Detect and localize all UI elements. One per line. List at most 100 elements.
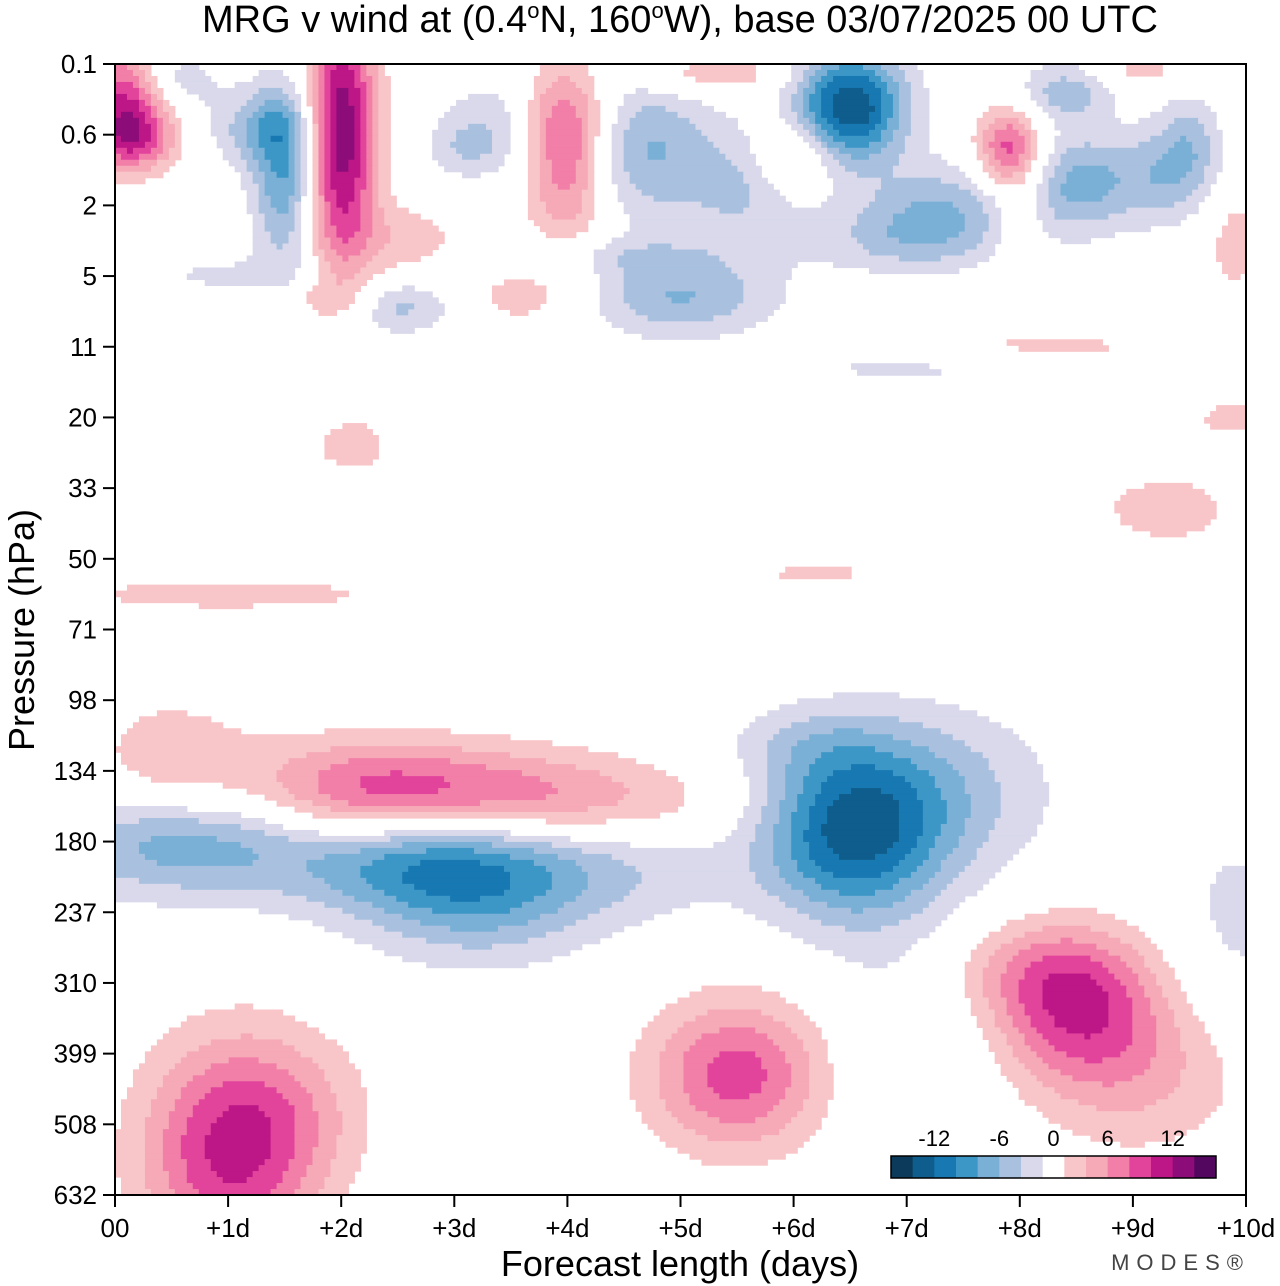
contour-cell xyxy=(593,267,625,275)
contour-cell xyxy=(1108,1015,1133,1023)
contour-cell xyxy=(360,189,373,197)
contour-cell xyxy=(797,907,852,915)
contour-cell xyxy=(1186,1063,1223,1070)
contour-cell xyxy=(557,99,571,107)
contour-cell xyxy=(312,249,326,257)
contour-cell xyxy=(617,195,655,203)
contour-cell xyxy=(599,770,667,777)
contour-cell xyxy=(922,812,948,819)
y-tick-label: 71 xyxy=(68,615,97,645)
contour-cell xyxy=(1042,991,1109,999)
x-tick-label: +7d xyxy=(885,1213,929,1243)
contour-cell xyxy=(845,955,900,963)
contour-cell xyxy=(827,81,876,89)
contour-cell xyxy=(575,171,589,179)
contour-cell xyxy=(186,1051,302,1058)
contour-cell xyxy=(665,153,726,161)
contour-cell xyxy=(731,159,756,167)
contour-cell xyxy=(755,871,780,879)
contour-cell xyxy=(360,213,373,221)
contour-cell xyxy=(545,818,607,825)
contour-cell xyxy=(695,291,744,298)
contour-cell xyxy=(623,794,685,801)
contour-cell xyxy=(312,207,320,215)
y-tick-label: 180 xyxy=(54,827,97,857)
contour-cell xyxy=(115,1165,146,1172)
contour-cell xyxy=(1210,135,1223,143)
contour-cell xyxy=(1150,1003,1169,1011)
contour-cell xyxy=(629,1075,661,1082)
contour-cell xyxy=(162,1165,188,1172)
contour-cell xyxy=(1120,937,1151,945)
contour-cell xyxy=(264,1159,290,1166)
contour-cell xyxy=(755,1027,792,1035)
contour-cell xyxy=(779,1099,804,1106)
contour-cell xyxy=(312,123,320,131)
contour-cell xyxy=(1102,1027,1133,1035)
contour-cell xyxy=(503,889,547,897)
contour-cell xyxy=(821,782,912,789)
contour-cell xyxy=(743,171,762,179)
contour-cell xyxy=(1042,955,1092,963)
contour-cell xyxy=(503,279,535,287)
contour-cell xyxy=(1024,1039,1050,1046)
contour-cell xyxy=(120,153,140,161)
y-tick-label: 98 xyxy=(68,685,97,715)
contour-cell xyxy=(366,93,373,101)
contour-cell xyxy=(312,1147,338,1154)
contour-cell xyxy=(767,794,786,801)
contour-cell xyxy=(623,159,732,167)
contour-cell xyxy=(1036,1105,1097,1112)
contour-cell xyxy=(1180,1081,1223,1088)
contour-cell xyxy=(509,907,559,915)
contour-cell xyxy=(713,1087,762,1094)
contour-cell xyxy=(779,99,792,107)
contour-cell xyxy=(456,99,505,107)
contour-cell xyxy=(1186,1057,1223,1064)
contour-cell xyxy=(252,243,278,251)
contour-cell xyxy=(587,99,601,107)
contour-cell xyxy=(318,1135,338,1142)
contour-cell xyxy=(192,1111,224,1118)
contour-cell xyxy=(378,195,397,203)
contour-cell xyxy=(641,333,720,340)
contour-cell xyxy=(821,201,870,209)
contour-cell xyxy=(1168,99,1205,107)
contour-cell xyxy=(1054,123,1169,131)
contour-cell xyxy=(318,213,326,221)
contour-cell xyxy=(258,87,284,95)
y-tick-label: 632 xyxy=(54,1180,97,1210)
contour-cell xyxy=(324,1183,349,1190)
contour-cell xyxy=(115,165,152,173)
contour-cell xyxy=(1228,219,1246,227)
contour-cell xyxy=(372,111,379,119)
contour-cell xyxy=(186,87,260,95)
contour-cell xyxy=(587,111,601,119)
contour-cell xyxy=(144,111,152,119)
contour-cell xyxy=(755,835,774,843)
contour-cell xyxy=(803,69,816,77)
contour-cell xyxy=(126,147,134,155)
contour-cell xyxy=(545,207,583,215)
contour-cell xyxy=(629,171,744,179)
contour-cell xyxy=(1126,985,1145,993)
contour-cell xyxy=(162,147,170,155)
contour-cell xyxy=(1042,925,1092,933)
contour-cell xyxy=(366,129,373,137)
contour-cell xyxy=(144,1051,188,1058)
contour-cell xyxy=(1210,141,1223,149)
contour-cell xyxy=(342,907,385,915)
contour-cell xyxy=(749,722,792,729)
contour-cell xyxy=(330,237,343,245)
contour-cell xyxy=(456,129,493,137)
contour-cell xyxy=(1036,1075,1074,1082)
contour-cell xyxy=(779,925,846,933)
contour-cell xyxy=(318,207,326,215)
contour-cell xyxy=(683,1075,709,1082)
contour-cell xyxy=(892,75,906,83)
contour-cell xyxy=(773,847,792,855)
contour-cell xyxy=(1114,171,1151,179)
contour-cell xyxy=(354,129,361,137)
contour-cell xyxy=(551,81,577,89)
contour-cell xyxy=(276,1063,320,1070)
